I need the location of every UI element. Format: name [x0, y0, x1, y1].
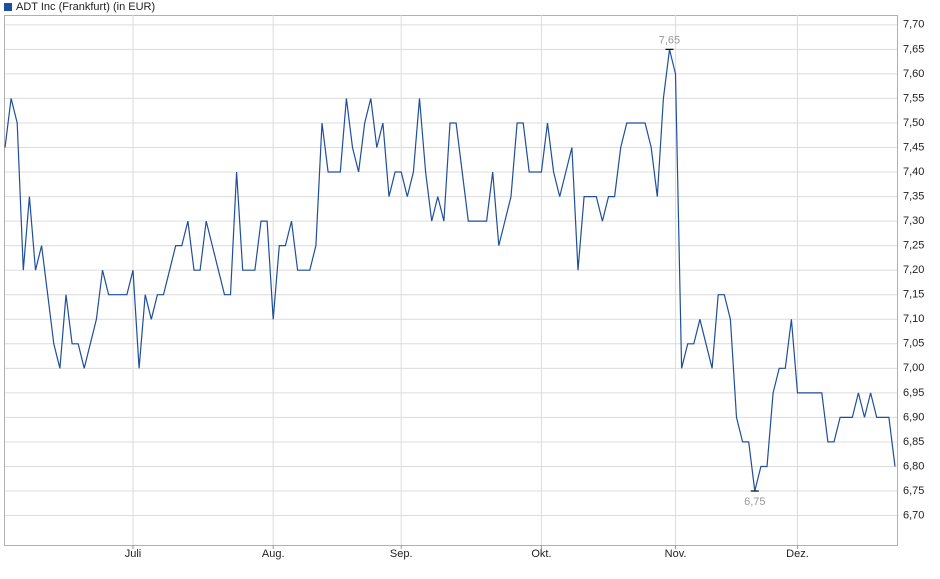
y-tick-label: 7,35 — [903, 190, 924, 202]
y-tick-label: 6,70 — [903, 509, 924, 521]
y-tick-label: 7,25 — [903, 240, 924, 252]
y-tick-label: 6,90 — [903, 411, 924, 423]
y-tick-label: 6,85 — [903, 436, 924, 448]
y-tick-label: 7,00 — [903, 362, 924, 374]
y-tick-label: 7,30 — [903, 215, 924, 227]
y-tick-label: 6,75 — [903, 485, 924, 497]
legend-swatch — [4, 3, 12, 11]
y-tick-label: 7,05 — [903, 338, 924, 350]
y-tick-label: 7,45 — [903, 141, 924, 153]
x-tick-label: Nov. — [665, 548, 687, 560]
legend-label: ADT Inc (Frankfurt) (in EUR) — [16, 1, 155, 13]
y-tick-label: 6,80 — [903, 460, 924, 472]
y-tick-label: 7,70 — [903, 19, 924, 31]
x-tick-label: Juli — [125, 548, 142, 560]
annotation-label: 7,65 — [659, 34, 680, 46]
x-tick-label: Aug. — [262, 548, 285, 560]
y-tick-label: 7,50 — [903, 117, 924, 129]
plot-frame — [4, 15, 898, 546]
x-tick-label: Sep. — [390, 548, 413, 560]
price-line — [4, 49, 896, 492]
y-tick-label: 6,95 — [903, 387, 924, 399]
y-tick-label: 7,40 — [903, 166, 924, 178]
annotation-label: 6,75 — [744, 496, 765, 508]
y-tick-label: 7,15 — [903, 289, 924, 301]
x-tick-label: Okt. — [531, 548, 551, 560]
y-tick-label: 7,60 — [903, 68, 924, 80]
y-tick-label: 7,10 — [903, 313, 924, 325]
y-tick-label: 7,65 — [903, 43, 924, 55]
y-tick-label: 7,20 — [903, 264, 924, 276]
y-tick-label: 7,55 — [903, 92, 924, 104]
x-tick-label: Dez. — [786, 548, 809, 560]
